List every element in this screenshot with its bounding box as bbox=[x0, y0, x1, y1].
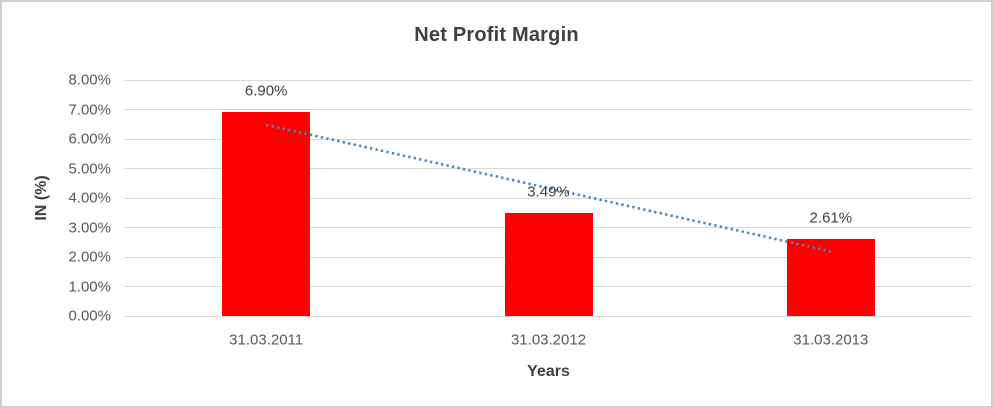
y-tick-label: 7.00% bbox=[68, 101, 111, 118]
data-label: 6.90% bbox=[244, 82, 288, 100]
y-tick-label: 3.00% bbox=[68, 219, 111, 236]
chart-title: Net Profit Margin bbox=[414, 24, 579, 46]
y-tick-label: 8.00% bbox=[68, 71, 111, 89]
gridline bbox=[125, 79, 972, 81]
y-tick-label: 5.00% bbox=[68, 160, 111, 177]
y-tick-label: 0.00% bbox=[68, 307, 111, 325]
x-axis-title: Years bbox=[527, 363, 570, 380]
gridline bbox=[125, 109, 972, 110]
data-label: 3.49% bbox=[527, 183, 570, 201]
y-tick-label: 4.00% bbox=[68, 189, 111, 207]
bar-31.03.2011[interactable] bbox=[222, 112, 311, 316]
y-tick-label: 2.00% bbox=[68, 248, 111, 266]
bar-31.03.2012[interactable] bbox=[504, 213, 593, 316]
x-axis-line bbox=[125, 315, 972, 317]
x-tick-label: 31.03.2013 bbox=[793, 331, 869, 349]
bar-31.03.2013[interactable] bbox=[786, 239, 875, 316]
x-tick-label: 31.03.2012 bbox=[510, 331, 587, 349]
y-axis-title: IN (%) bbox=[33, 175, 50, 221]
y-tick-label: 6.00% bbox=[68, 130, 111, 148]
x-tick-label: 31.03.2011 bbox=[229, 331, 304, 349]
data-label: 2.61% bbox=[809, 209, 853, 227]
y-tick-label: 1.00% bbox=[68, 278, 111, 295]
